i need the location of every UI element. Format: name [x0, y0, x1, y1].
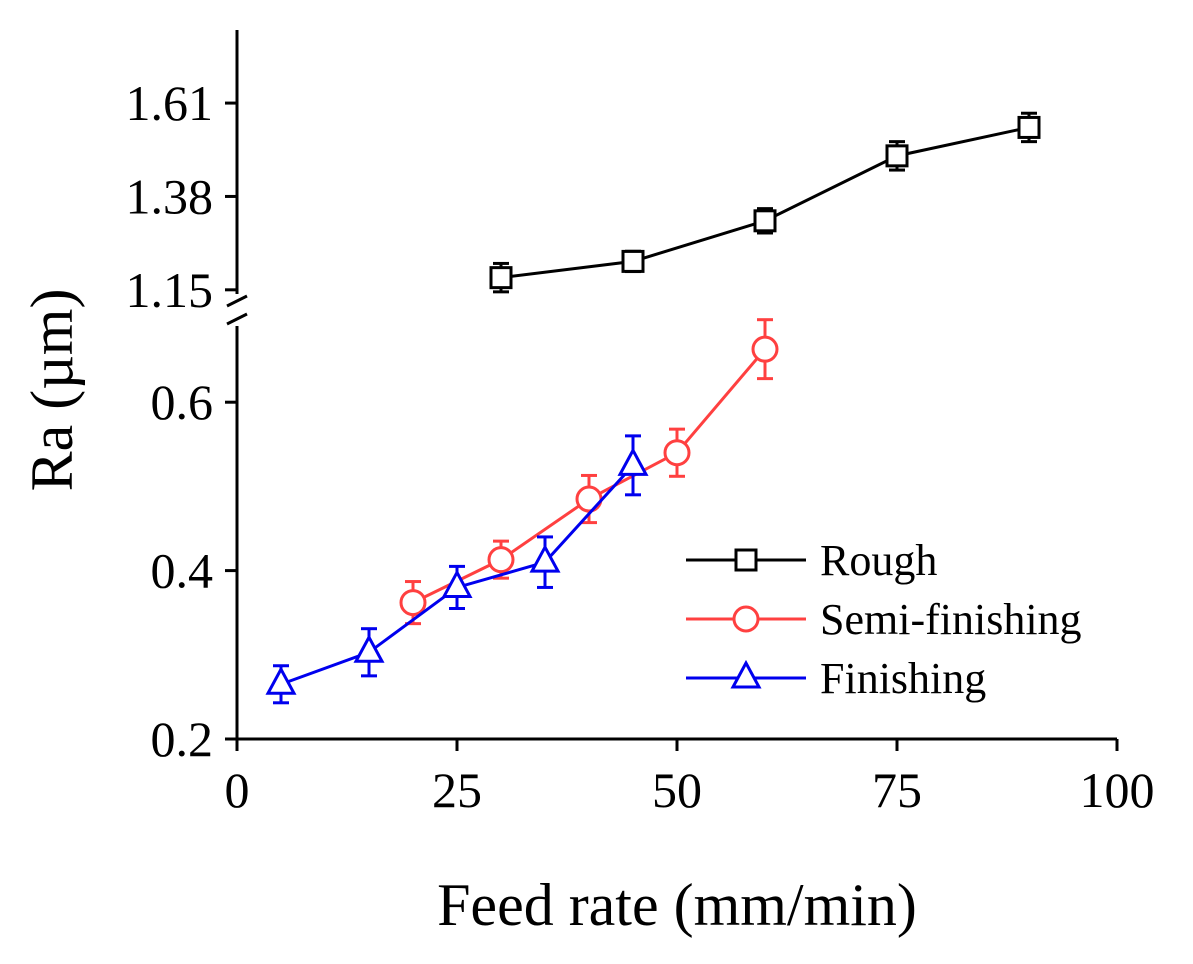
y-tick-label: 1.38	[126, 168, 214, 224]
legend-marker	[734, 548, 758, 572]
data-point	[663, 439, 691, 467]
legend: Rough Semi-finishing Finishing	[686, 536, 1082, 703]
legend-entry: Semi-finishing	[686, 595, 1082, 644]
y-axis-title: Ra (µm)	[19, 289, 85, 492]
legend-label: Rough	[820, 536, 937, 585]
series-line	[500, 125, 1030, 280]
x-tick-label: 100	[1080, 762, 1155, 818]
data-point	[885, 144, 909, 168]
data-point	[441, 569, 473, 598]
y-tick-label: 0.2	[151, 711, 214, 767]
legend-label: Finishing	[820, 654, 986, 703]
legend-entry: Rough	[686, 536, 937, 585]
x-tick-label: 0	[225, 762, 250, 818]
data-point	[399, 589, 427, 617]
y-tick-label: 1.61	[126, 75, 214, 131]
x-axis-title: Feed rate (mm/min)	[437, 872, 917, 938]
data-point	[489, 266, 513, 290]
data-point	[487, 546, 515, 574]
x-tick-label: 75	[872, 762, 922, 818]
x-tick-label: 50	[652, 762, 702, 818]
y-tick-label: 0.4	[151, 543, 214, 599]
legend-entry: Finishing	[686, 654, 986, 703]
data-point	[1017, 115, 1041, 139]
axes: 0 25 50 75 100 0.2 0.4 0.6 1.15 1.38 1.61	[126, 30, 1155, 818]
data-point	[575, 485, 603, 513]
series-layer	[265, 111, 1041, 705]
legend-marker	[730, 659, 762, 689]
series-rough	[489, 111, 1041, 294]
y-tick-label: 1.15	[126, 262, 214, 318]
data-point	[353, 634, 385, 663]
data-point	[753, 209, 777, 233]
axis-break-mark	[226, 312, 248, 326]
legend-marker	[732, 605, 760, 633]
y-tick-label: 0.6	[151, 374, 214, 430]
data-point	[617, 447, 649, 476]
x-tick-label: 25	[432, 762, 482, 818]
series-semi-finishing	[399, 318, 779, 626]
axis-break-mark	[226, 294, 248, 308]
legend-label: Semi-finishing	[820, 595, 1082, 644]
data-point	[751, 335, 779, 363]
data-point	[621, 249, 645, 273]
data-point	[529, 544, 561, 573]
data-point	[265, 666, 297, 695]
series-finishing	[265, 434, 649, 705]
